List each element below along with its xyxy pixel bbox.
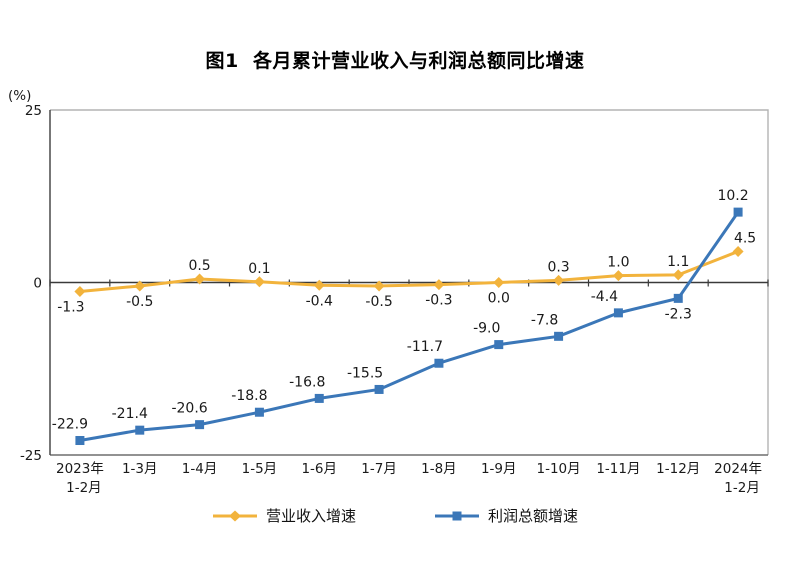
x-tick-label: 1-8月 bbox=[421, 461, 457, 477]
revenue-point-marker bbox=[74, 285, 86, 297]
profit-data-label: -2.3 bbox=[665, 306, 692, 322]
revenue-data-label: -0.4 bbox=[306, 293, 333, 309]
x-tick-label: 1-3月 bbox=[122, 461, 158, 477]
profit-data-label: -7.8 bbox=[531, 312, 558, 328]
revenue-data-label: -0.5 bbox=[365, 294, 392, 310]
profit-point-marker bbox=[195, 420, 205, 430]
profit-data-label: -21.4 bbox=[112, 406, 148, 422]
revenue-point-marker bbox=[313, 279, 325, 291]
line-chart-plot: (%)25 0 -25 2023年 1-2月 1-3月 1-4月 1-5月 1-6月 1-7月 1-… bbox=[8, 88, 769, 496]
legend-label-revenue: 营业收入增速 bbox=[265, 507, 356, 525]
revenue-legend-marker-icon bbox=[212, 510, 257, 521]
y-tick-label: 25 bbox=[25, 103, 42, 119]
revenue-data-label: 4.5 bbox=[734, 230, 756, 246]
revenue-point-marker bbox=[672, 269, 684, 281]
profit-point-marker bbox=[314, 393, 324, 403]
profit-legend-marker-icon bbox=[435, 511, 479, 520]
x-tick-label: 1-4月 bbox=[182, 461, 218, 477]
profit-data-label: -11.7 bbox=[407, 339, 443, 355]
profit-point-marker bbox=[733, 207, 743, 217]
chart-title: 图1 各月累计营业收入与利润总额同比增速 bbox=[205, 50, 585, 72]
x-tick-label: 1-2月 bbox=[66, 480, 102, 496]
legend-item-revenue: 营业收入增速 bbox=[212, 505, 356, 526]
profit-point-marker bbox=[434, 358, 444, 368]
profit-point-marker bbox=[554, 331, 564, 341]
x-tick-label: 1-7月 bbox=[361, 461, 397, 477]
x-tick-label: 1-9月 bbox=[481, 461, 517, 477]
y-tick-label: -25 bbox=[20, 448, 42, 464]
legend-item-profit: 利润总额增速 bbox=[434, 505, 578, 526]
revenue-data-label: 0.1 bbox=[248, 261, 270, 277]
profit-point-marker bbox=[374, 384, 384, 394]
profit-point-marker bbox=[613, 308, 623, 318]
plot-border-top-right bbox=[50, 109, 769, 455]
profit-data-label: -4.4 bbox=[591, 289, 618, 305]
x-tick-label: 2023年 bbox=[56, 461, 104, 477]
revenue-data-label: 0.0 bbox=[488, 291, 510, 307]
profit-data-label: -15.5 bbox=[347, 365, 383, 381]
revenue-point-marker bbox=[194, 273, 206, 285]
profit-data-label: -22.9 bbox=[52, 417, 88, 433]
x-tick-label: 1-10月 bbox=[537, 461, 581, 477]
profit-data-label: 10.2 bbox=[717, 188, 748, 204]
chart-legend: 营业收入增速 利润总额增速 bbox=[0, 505, 790, 526]
revenue-point-marker bbox=[732, 245, 744, 257]
revenue-data-label: 1.0 bbox=[607, 255, 629, 271]
revenue-point-marker bbox=[493, 277, 505, 288]
revenue-data-label: 0.3 bbox=[547, 259, 569, 275]
x-tick-label: 1-5月 bbox=[242, 461, 278, 477]
profit-point-marker bbox=[254, 407, 264, 417]
revenue-data-label: -0.5 bbox=[126, 294, 153, 310]
revenue-point-marker bbox=[612, 270, 624, 282]
x-tick-label: 1-11月 bbox=[596, 461, 640, 477]
revenue-series-line bbox=[78, 249, 740, 293]
profit-data-label: -18.8 bbox=[231, 388, 267, 404]
revenue-data-label: 0.5 bbox=[188, 258, 210, 274]
profit-data-label: -20.6 bbox=[171, 401, 207, 417]
x-tick-label: 1-2月 bbox=[724, 480, 760, 496]
revenue-point-marker bbox=[253, 276, 265, 288]
profit-point-marker bbox=[673, 293, 683, 303]
profit-point-marker bbox=[75, 436, 85, 446]
revenue-point-marker bbox=[433, 279, 445, 291]
profit-series-line bbox=[78, 210, 740, 443]
y-tick-label: 0 bbox=[33, 276, 42, 292]
profit-point-marker bbox=[135, 425, 145, 435]
revenue-data-label: 1.1 bbox=[667, 254, 689, 270]
legend-label-profit: 利润总额增速 bbox=[488, 507, 579, 525]
revenue-data-label: -1.3 bbox=[57, 299, 84, 315]
x-tick-label: 1-6月 bbox=[301, 461, 337, 477]
revenue-point-marker bbox=[373, 280, 385, 292]
profit-data-label: -9.0 bbox=[473, 321, 500, 337]
revenue-point-marker bbox=[553, 274, 565, 286]
y-axis-unit-label: (%) bbox=[8, 88, 31, 104]
revenue-data-label: -0.3 bbox=[425, 293, 452, 309]
revenue-point-marker bbox=[134, 280, 146, 292]
x-tick-label: 2024年 bbox=[714, 461, 762, 477]
profit-data-label: -16.8 bbox=[289, 374, 325, 390]
profit-point-marker bbox=[494, 340, 504, 350]
x-tick-label: 1-12月 bbox=[656, 461, 700, 477]
